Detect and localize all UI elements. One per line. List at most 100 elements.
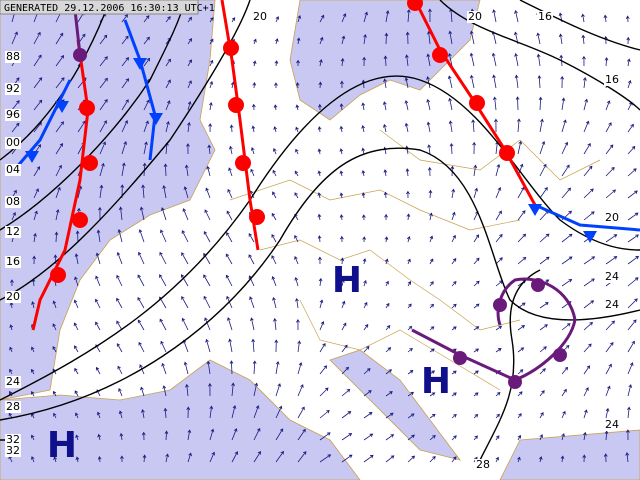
border-line xyxy=(299,299,501,391)
wind-arrow xyxy=(583,343,592,353)
wind-arrow xyxy=(407,455,416,463)
wind-arrow xyxy=(96,411,101,419)
wind-arrow xyxy=(209,451,215,463)
wind-arrow xyxy=(319,59,323,67)
wind-arrow xyxy=(605,256,618,265)
wind-arrow xyxy=(187,80,192,89)
wind-arrow xyxy=(186,406,191,419)
wind-arrow xyxy=(583,278,595,287)
wind-arrow xyxy=(209,102,213,111)
wind-arrow xyxy=(426,53,431,67)
wind-arrow xyxy=(143,99,150,111)
wind-arrow xyxy=(116,274,123,287)
wind-arrow xyxy=(97,456,102,463)
wind-arrow xyxy=(296,59,300,67)
mediterranean-west xyxy=(0,359,361,480)
wind-arrow xyxy=(407,258,411,265)
wind-arrow xyxy=(187,452,192,463)
wind-arrow xyxy=(536,32,541,45)
wind-arrow xyxy=(561,410,566,419)
wind-arrow xyxy=(473,257,480,265)
isobar-label: 88 xyxy=(6,50,20,63)
wind-arrow xyxy=(209,405,214,419)
wind-arrow xyxy=(451,257,457,265)
isobar-label: 32 xyxy=(6,444,20,457)
wind-arrow xyxy=(583,120,590,133)
occluded-front-symbol xyxy=(73,48,87,62)
wind-arrow xyxy=(319,14,325,23)
wind-arrow xyxy=(537,75,542,89)
wind-arrow xyxy=(561,323,571,331)
wind-arrow xyxy=(382,101,387,111)
wind-arrow xyxy=(605,320,615,331)
wind-arrow xyxy=(231,17,236,23)
wind-arrow xyxy=(583,321,593,331)
wind-arrow xyxy=(96,229,101,243)
wind-arrow xyxy=(55,164,62,177)
wind-arrow xyxy=(159,274,167,287)
wind-arrow xyxy=(538,96,543,111)
wind-arrow xyxy=(275,361,280,375)
isobar-label: 28 xyxy=(6,400,20,413)
wind-arrow xyxy=(514,74,519,89)
wind-arrow xyxy=(297,451,307,463)
wind-arrow xyxy=(583,165,593,177)
wind-arrow xyxy=(404,122,409,133)
wind-arrow xyxy=(626,36,631,45)
wind-arrow xyxy=(341,279,345,287)
wind-arrow xyxy=(363,323,369,331)
wind-arrow xyxy=(294,276,299,287)
wind-arrow xyxy=(143,36,150,45)
wind-arrow xyxy=(341,13,347,23)
wind-arrow xyxy=(118,387,123,397)
wind-arrow xyxy=(495,210,502,221)
wind-arrow xyxy=(362,56,367,67)
wind-arrow xyxy=(538,456,543,463)
wind-arrow xyxy=(495,348,502,353)
wind-arrow xyxy=(627,319,637,331)
wind-arrow xyxy=(341,433,353,441)
warm-front xyxy=(413,0,537,206)
wind-arrow xyxy=(429,455,436,463)
wind-arrow xyxy=(605,122,612,133)
wind-arrow xyxy=(181,230,189,243)
wind-arrow xyxy=(97,206,102,221)
wind-arrow xyxy=(274,60,279,67)
wind-arrow xyxy=(73,322,79,331)
wind-arrow xyxy=(561,433,565,441)
wind-arrow xyxy=(95,275,101,287)
wind-arrow xyxy=(341,388,351,397)
warm-front-symbol xyxy=(228,97,244,113)
wind-arrow xyxy=(539,140,546,155)
isobar-label-bg xyxy=(5,256,21,268)
wind-arrow xyxy=(117,229,123,243)
wind-arrow xyxy=(561,256,573,265)
wind-arrow xyxy=(361,214,366,221)
wind-arrow xyxy=(407,348,413,353)
wind-arrow xyxy=(33,166,41,177)
isobar-label: 16 xyxy=(6,255,20,268)
wind-arrow xyxy=(363,433,374,441)
wind-arrow xyxy=(539,324,548,331)
wind-arrow xyxy=(451,326,457,331)
wind-arrow xyxy=(539,302,549,309)
wind-arrow xyxy=(143,141,148,155)
wind-arrow xyxy=(118,410,123,419)
wind-arrow xyxy=(627,298,638,309)
wind-arrow xyxy=(164,430,169,441)
wind-arrow xyxy=(451,413,457,419)
adriatic-sea xyxy=(329,349,461,461)
wind-arrow xyxy=(318,81,323,89)
wind-arrow xyxy=(275,405,283,419)
wind-arrow xyxy=(161,362,167,375)
wind-arrow xyxy=(383,55,388,67)
wind-arrow xyxy=(561,233,573,243)
wind-arrow xyxy=(494,118,498,133)
wind-arrow xyxy=(583,387,589,397)
wind-arrow xyxy=(426,76,431,89)
wind-arrow xyxy=(55,186,61,199)
warm-front xyxy=(31,39,90,331)
wind-arrow xyxy=(560,75,565,89)
wind-arrow xyxy=(318,256,322,265)
